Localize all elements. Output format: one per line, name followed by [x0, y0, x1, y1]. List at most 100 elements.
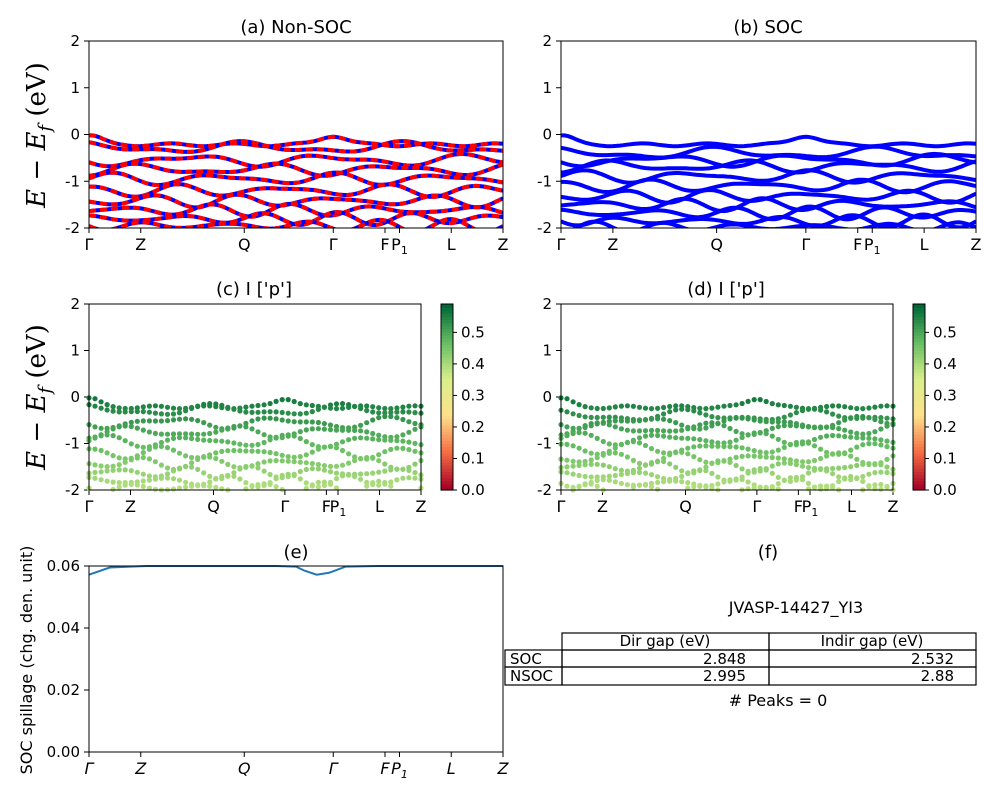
- colorbar-swatch-c: [441, 322, 453, 327]
- band-point-d: [854, 405, 860, 412]
- band-point-c: [339, 439, 346, 445]
- band-point-c: [400, 475, 406, 481]
- band-point-c: [243, 480, 249, 486]
- band-point-d: [679, 422, 685, 428]
- colorbar-swatch-d: [913, 331, 925, 336]
- band-point-d: [648, 406, 655, 412]
- band-point-c: [412, 475, 418, 481]
- band-point-d: [769, 454, 775, 461]
- band-point-d: [697, 410, 703, 416]
- band-point-c: [394, 434, 400, 440]
- band-point-c: [303, 480, 309, 486]
- band-point-d: [842, 451, 848, 457]
- table-header-indir: Indir gap (eV): [821, 632, 924, 650]
- band-point-c: [297, 419, 303, 425]
- band-point-d: [612, 414, 618, 420]
- band-point-d: [830, 432, 836, 439]
- band-point-c: [183, 464, 189, 470]
- band-point-d: [739, 477, 745, 483]
- band-point-c: [297, 401, 303, 407]
- band-point-c: [255, 441, 261, 448]
- band-point-d: [642, 442, 649, 449]
- band-point-c: [152, 459, 158, 465]
- band-point-d: [576, 462, 582, 469]
- band-point-d: [667, 478, 673, 484]
- xtick-label-d-3: Γ: [752, 497, 761, 516]
- band-point-c: [303, 452, 309, 458]
- band-point-c: [92, 462, 98, 468]
- band-point-c: [352, 454, 358, 460]
- colorbar-swatch-d: [913, 465, 925, 469]
- band-point-c: [315, 479, 321, 485]
- band-point-d: [745, 398, 751, 404]
- band-point-c: [195, 431, 201, 437]
- ytick-label-e-2: 0.04: [47, 619, 80, 637]
- band-point-c: [195, 483, 201, 489]
- band-point-c: [279, 452, 285, 458]
- xtick-label-e-0: Γ: [85, 759, 95, 778]
- band-point-d: [836, 420, 842, 426]
- band-point-d: [884, 423, 890, 429]
- colorbar-tick-label-c-1: 0.1: [461, 449, 485, 467]
- band-point-d: [709, 439, 715, 445]
- band-point-c: [164, 475, 171, 481]
- band-point-c: [146, 456, 152, 462]
- band-point-c: [164, 437, 171, 443]
- band-point-d: [685, 451, 691, 457]
- band-point-c: [98, 425, 104, 431]
- band-point-c: [98, 399, 104, 405]
- table-row-soc-dir: 2.848: [703, 650, 746, 668]
- band-point-c: [333, 441, 340, 447]
- xtick-label-d-6: L: [847, 497, 856, 516]
- band-point-d: [751, 485, 757, 491]
- band-point-d: [709, 470, 715, 476]
- band-point-c: [327, 481, 334, 487]
- band-point-c: [249, 418, 255, 424]
- band-point-d: [745, 453, 751, 459]
- colorbar-swatch-d: [913, 393, 925, 398]
- table-header-dir: Dir gap (eV): [620, 632, 711, 650]
- band-point-c: [285, 397, 291, 403]
- band-point-d: [636, 482, 643, 488]
- band-point-c: [321, 426, 327, 432]
- band-point-c: [219, 448, 225, 454]
- band-point-d: [745, 432, 751, 438]
- band-point-d: [624, 418, 631, 424]
- band-point-d: [878, 415, 884, 421]
- band-point-c: [110, 426, 116, 432]
- colorbar-swatch-c: [441, 421, 453, 426]
- band-point-d: [588, 450, 594, 456]
- band-point-d: [884, 403, 890, 409]
- band-point-c: [406, 403, 412, 409]
- band-point-c: [376, 478, 382, 484]
- colorbar-swatch-c: [441, 319, 453, 324]
- band-point-d: [661, 479, 667, 485]
- band-point-c: [134, 425, 140, 431]
- band-point-d: [630, 428, 637, 434]
- band-point-d: [715, 443, 721, 449]
- band-point-c: [352, 427, 358, 433]
- colorbar-swatch-d: [913, 378, 925, 383]
- band-point-c: [255, 461, 261, 467]
- band-point-d: [805, 440, 812, 446]
- colorbar-swatch-d: [913, 397, 925, 401]
- band-point-c: [207, 473, 213, 479]
- band-point-d: [763, 454, 769, 460]
- ytick-label-b-0: -2: [537, 219, 552, 237]
- band-point-c: [164, 418, 171, 424]
- band-point-d: [836, 413, 842, 419]
- band-point-d: [872, 416, 878, 423]
- band-point-c: [388, 479, 394, 485]
- band-point-c: [376, 452, 382, 458]
- xtick-label-c-6: L: [375, 497, 384, 516]
- band-point-c: [346, 472, 352, 478]
- band-point-d: [655, 448, 661, 454]
- band-point-c: [189, 431, 195, 437]
- band-point-c: [291, 459, 297, 465]
- band-point-c: [412, 410, 418, 416]
- ytick-label-b-4: 2: [542, 32, 552, 50]
- band-point-c: [327, 444, 334, 450]
- band-point-d: [769, 425, 775, 431]
- band-point-c: [315, 466, 321, 472]
- band-point-c: [279, 472, 285, 478]
